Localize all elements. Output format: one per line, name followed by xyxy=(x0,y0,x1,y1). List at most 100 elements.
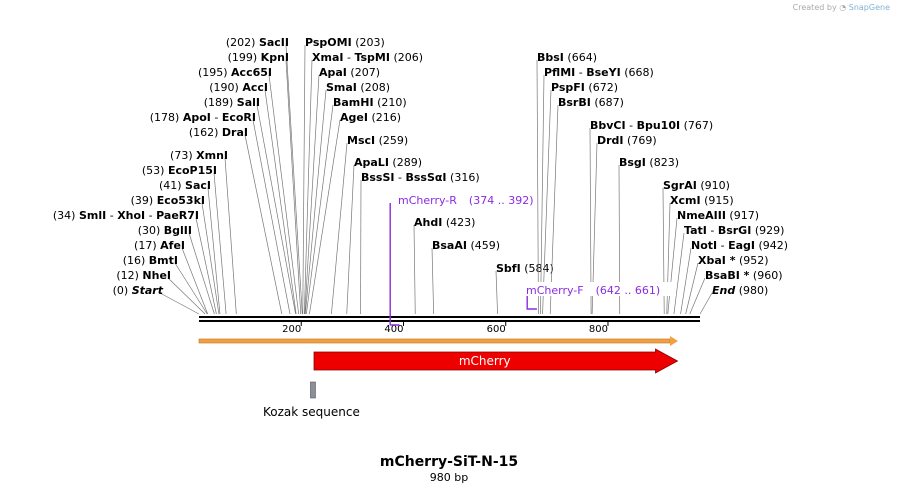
site-label[interactable]: (162) DraI xyxy=(189,126,248,139)
site-label[interactable]: BamHI (210) xyxy=(333,96,407,109)
site-label-text: BsaAI (459) xyxy=(432,239,500,252)
site-leader xyxy=(346,164,355,315)
site-label-text: NotI - EagI (942) xyxy=(691,239,788,252)
site-label[interactable]: TatI - BsrGI (929) xyxy=(684,224,784,237)
site-label-part: Bpu10I xyxy=(637,119,681,132)
site-leader xyxy=(495,270,498,315)
site-label-text: (16) BmtI xyxy=(123,254,178,267)
site-label-part: (162) xyxy=(189,126,219,139)
site-label[interactable]: ApaI (207) xyxy=(319,66,380,79)
site-label-part: (668) xyxy=(624,66,654,79)
site-label[interactable]: (53) EcoP15I xyxy=(142,164,217,177)
site-label[interactable]: (17) AfeI xyxy=(134,239,185,252)
site-label[interactable]: (73) XmnI xyxy=(170,149,228,162)
site-leader xyxy=(304,74,320,315)
site-label[interactable]: (178) ApoI - EcoRI xyxy=(150,111,256,124)
site-label[interactable]: (41) SacI xyxy=(159,179,211,192)
site-leader xyxy=(306,104,334,315)
primer-forward-bg xyxy=(524,282,676,296)
site-label-part: - xyxy=(717,239,728,252)
site-label[interactable]: AhdI (423) xyxy=(414,216,475,229)
site-label[interactable]: SgrAI (910) xyxy=(663,179,730,192)
site-label[interactable]: (189) SalI xyxy=(204,96,260,109)
site-label[interactable]: (12) NheI xyxy=(116,269,171,282)
primer-reverse-label[interactable]: mCherry-R (374 .. 392) xyxy=(398,194,533,207)
site-label-text: (0) Start xyxy=(113,284,164,297)
site-label[interactable]: XcmI (915) xyxy=(670,194,734,207)
site-label[interactable]: MscI (259) xyxy=(347,134,408,147)
site-label-part: EcoP15I xyxy=(168,164,217,177)
site-label[interactable]: AgeI (216) xyxy=(340,111,401,124)
site-label-text: (162) DraI xyxy=(189,126,248,139)
site-label[interactable]: XbaI * (952) xyxy=(698,254,769,267)
site-label[interactable]: BssSI - BssSαI (316) xyxy=(361,171,480,184)
site-label-part: NheI xyxy=(142,269,171,282)
site-label-part: (960) xyxy=(753,269,783,282)
site-label-part: KpnI xyxy=(261,51,289,64)
site-label-part: (423) xyxy=(446,216,476,229)
site-label[interactable]: (34) SmlI - XhoI - PaeR7I xyxy=(53,209,199,222)
site-leader xyxy=(167,277,206,315)
site-label[interactable]: XmaI - TspMI (206) xyxy=(312,51,423,64)
site-label-text: (53) EcoP15I xyxy=(142,164,217,177)
site-label-part: TatI xyxy=(684,224,707,237)
site-label-text: BsaBI * (960) xyxy=(705,269,783,282)
site-label[interactable]: SbfI (584) xyxy=(496,262,554,275)
site-label-part: BsrGI xyxy=(718,224,751,237)
site-label[interactable]: (199) KpnI xyxy=(228,51,289,64)
site-label[interactable]: BsrBI (687) xyxy=(558,96,624,109)
site-label-text: MscI (259) xyxy=(347,134,408,147)
site-label[interactable]: (39) Eco53kI xyxy=(131,194,205,207)
site-label-text: SmaI (208) xyxy=(326,81,390,94)
site-leader xyxy=(195,217,217,315)
primer-forward-label[interactable]: mCherry-F (642 .. 661) xyxy=(526,284,660,297)
site-label-text: BbsI (664) xyxy=(537,51,597,64)
site-label-part: (917) xyxy=(729,209,759,222)
site-label-text: (199) KpnI xyxy=(228,51,289,64)
site-label-part: BamHI xyxy=(333,96,374,109)
site-label[interactable]: (202) SacII xyxy=(226,36,289,49)
site-label-text: (195) Acc65I xyxy=(198,66,272,79)
site-label[interactable]: BsgI (823) xyxy=(619,156,679,169)
site-leader xyxy=(542,89,552,315)
site-label[interactable]: NmeAIII (917) xyxy=(677,209,759,222)
site-label-part: BseYI xyxy=(586,66,620,79)
site-label[interactable]: End (980) xyxy=(712,284,768,297)
site-label-part: (12) xyxy=(116,269,139,282)
site-label-text: (39) Eco53kI xyxy=(131,194,205,207)
site-label[interactable]: NotI - EagI (942) xyxy=(691,239,788,252)
site-label[interactable]: BsaBI * (960) xyxy=(705,269,783,282)
site-label-text: ApaI (207) xyxy=(319,66,380,79)
site-label-part: PspFI xyxy=(551,81,585,94)
kozak-feature[interactable] xyxy=(310,381,316,399)
site-label[interactable]: BbvCI - Bpu10I (767) xyxy=(590,119,713,132)
site-label[interactable]: PflMI - BseYI (668) xyxy=(544,66,654,79)
site-label[interactable]: PspFI (672) xyxy=(551,81,618,94)
site-label[interactable]: (195) Acc65I xyxy=(198,66,272,79)
site-label-part: (190) xyxy=(209,81,239,94)
site-label-part: (929) xyxy=(755,224,785,237)
site-label[interactable]: BsaAI (459) xyxy=(432,239,500,252)
site-label-part: BssSαI xyxy=(405,171,446,184)
site-label-part: (216) xyxy=(371,111,401,124)
site-label[interactable]: ApaLI (289) xyxy=(354,156,422,169)
site-label[interactable]: (190) AccI xyxy=(209,81,268,94)
site-label-text: BamHI (210) xyxy=(333,96,407,109)
site-label-part: NmeAIII xyxy=(677,209,726,222)
site-label-text: (73) XmnI xyxy=(170,149,228,162)
site-label[interactable]: PspOMI (203) xyxy=(305,36,385,49)
site-label-text: TatI - BsrGI (929) xyxy=(684,224,784,237)
site-label[interactable]: (30) BglII xyxy=(138,224,192,237)
site-label[interactable]: (16) BmtI xyxy=(123,254,178,267)
mcherry-feature-arrow[interactable] xyxy=(313,348,679,374)
site-label-text: NmeAIII (917) xyxy=(677,209,759,222)
site-label-part: (259) xyxy=(379,134,409,147)
site-label[interactable]: BbsI (664) xyxy=(537,51,597,64)
site-label[interactable]: DrdI (769) xyxy=(597,134,657,147)
site-label[interactable]: SmaI (208) xyxy=(326,81,390,94)
site-label-text: (190) AccI xyxy=(209,81,268,94)
site-label[interactable]: (0) Start xyxy=(113,284,164,297)
site-label-part: End xyxy=(712,284,735,297)
site-label-text: DrdI (769) xyxy=(597,134,657,147)
site-leader xyxy=(536,59,539,315)
